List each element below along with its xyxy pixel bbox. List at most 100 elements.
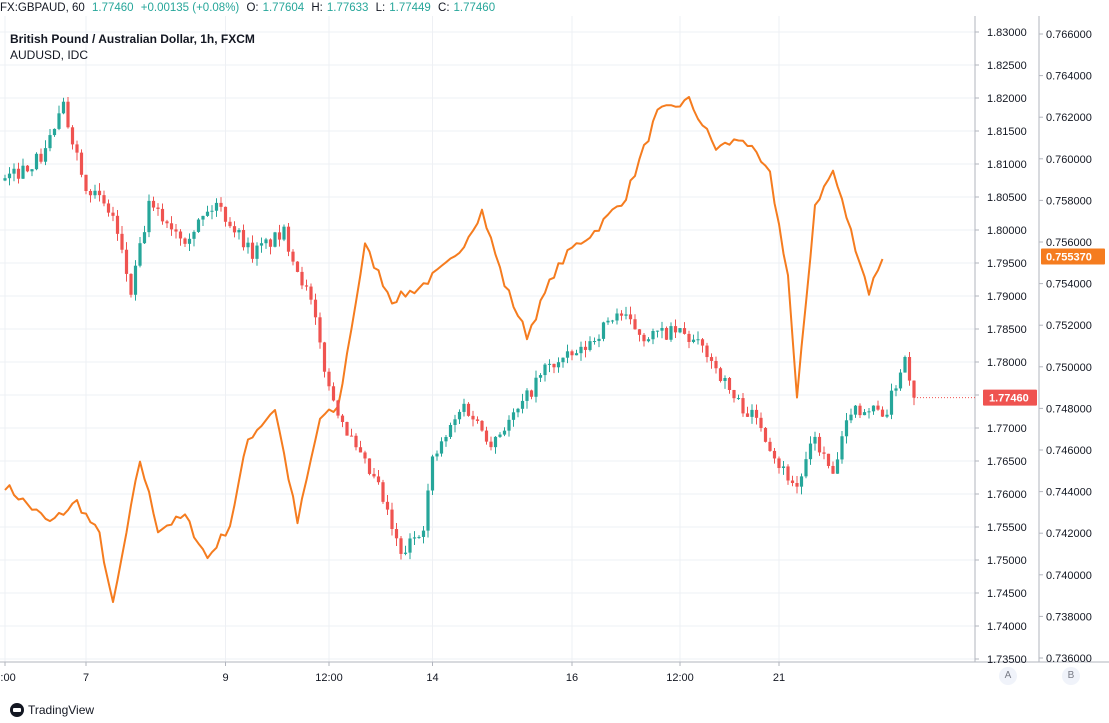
candle xyxy=(264,237,268,249)
candle-body xyxy=(295,261,300,272)
candle xyxy=(736,394,741,400)
candle-body xyxy=(417,536,421,538)
candle-body xyxy=(336,400,340,416)
candle xyxy=(147,194,151,238)
candle-body xyxy=(858,405,862,416)
overlay-series-legend[interactable]: AUDUSD, IDC xyxy=(10,48,88,62)
right-axis-tick-label: 0.736000 xyxy=(1046,653,1092,665)
candle-body xyxy=(349,435,354,437)
candle xyxy=(7,167,12,186)
candle-body xyxy=(759,417,763,428)
candle xyxy=(345,421,349,436)
candle-body xyxy=(745,413,750,417)
candle xyxy=(21,158,25,180)
candle-body xyxy=(435,453,439,457)
left-axis-tick-label: 1.80000 xyxy=(987,225,1027,237)
candle xyxy=(610,319,615,324)
candle xyxy=(511,408,516,427)
candle-body xyxy=(750,409,754,417)
candle-body xyxy=(354,435,358,448)
candle-body xyxy=(849,414,853,421)
candle-body xyxy=(111,212,115,216)
candle-body xyxy=(741,398,745,414)
main-series-legend[interactable]: British Pound / Australian Dollar, 1h, F… xyxy=(10,32,255,46)
candle-body xyxy=(376,476,381,483)
candle xyxy=(660,321,664,339)
candle xyxy=(552,363,556,374)
candle-body xyxy=(579,346,583,354)
candle-body xyxy=(133,265,138,295)
candle xyxy=(835,452,840,474)
candle-body xyxy=(273,232,277,247)
candle-body xyxy=(471,415,475,420)
candle-body xyxy=(426,490,430,531)
left-scale-auto-button[interactable]: A xyxy=(999,667,1017,685)
candle-body xyxy=(475,419,480,421)
left-axis-tick-label: 1.79500 xyxy=(987,258,1027,270)
candle xyxy=(795,476,799,494)
right-scale-auto-button[interactable]: B xyxy=(1062,667,1080,685)
candle-body xyxy=(439,441,444,454)
open-label: O: xyxy=(246,2,259,14)
right-axis-tick-label: 0.752000 xyxy=(1046,320,1092,332)
candle-body xyxy=(709,357,714,361)
candle-body xyxy=(588,341,592,350)
candle xyxy=(723,375,727,389)
candle xyxy=(556,357,561,373)
candle xyxy=(588,336,592,352)
candle-body xyxy=(795,483,799,487)
candle xyxy=(133,260,138,301)
candle-body xyxy=(156,207,160,209)
candle xyxy=(493,436,498,454)
candle xyxy=(12,163,16,182)
candle xyxy=(183,237,187,247)
tradingview-logo[interactable]: TradingView xyxy=(10,703,94,717)
candle-body xyxy=(142,232,147,244)
time-axis-tick-label: 12:00 xyxy=(315,672,343,684)
candle xyxy=(561,357,565,368)
candle xyxy=(637,329,642,342)
left-axis-tick-label: 1.76500 xyxy=(987,456,1027,468)
candle xyxy=(673,319,678,338)
candle-body xyxy=(903,356,907,373)
candle-body xyxy=(115,215,120,234)
candle-body xyxy=(448,424,453,437)
left-axis-tick-label: 1.74000 xyxy=(987,621,1027,633)
candle-body xyxy=(583,346,588,350)
candle xyxy=(70,125,75,150)
candle xyxy=(844,413,849,444)
candle xyxy=(106,199,111,217)
candle xyxy=(822,446,826,460)
candle xyxy=(457,409,462,425)
candle xyxy=(3,174,7,182)
candle xyxy=(565,344,570,364)
candle xyxy=(34,152,39,171)
candle xyxy=(655,330,660,338)
candle-body xyxy=(660,327,664,331)
candle xyxy=(115,210,120,241)
candle xyxy=(880,406,885,418)
candle xyxy=(772,448,777,464)
candle xyxy=(160,203,165,225)
candle-body xyxy=(826,453,831,466)
candle xyxy=(876,400,880,411)
candle-body xyxy=(147,200,151,233)
candle-body xyxy=(52,128,57,136)
symbol-label[interactable]: FX:GBPAUD, 60 xyxy=(0,2,85,14)
candle xyxy=(525,388,529,409)
left-axis-tick-label: 1.81500 xyxy=(987,126,1027,138)
candle-body xyxy=(291,251,295,262)
price-chart[interactable]: 1.83000 1.82500 1.82000 1.81500 1.81000 1.805… xyxy=(0,0,1109,694)
candle-body xyxy=(430,456,435,491)
right-axis-tick-label: 0.754000 xyxy=(1046,279,1092,291)
candle xyxy=(606,317,610,325)
candle-body xyxy=(367,458,372,474)
candle-body xyxy=(75,144,79,153)
candle-body xyxy=(228,221,232,227)
right-axis-tick-label: 0.758000 xyxy=(1046,195,1092,207)
candle xyxy=(426,483,430,538)
candle xyxy=(48,128,52,152)
candle xyxy=(714,356,718,374)
candle-body xyxy=(606,320,610,323)
candle-body xyxy=(102,195,106,204)
